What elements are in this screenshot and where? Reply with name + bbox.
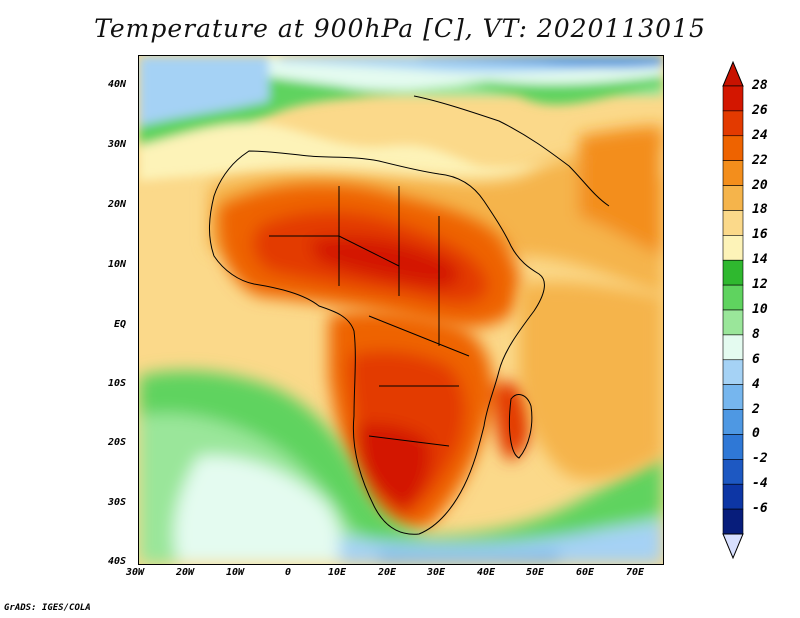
colorbar-swatch: [722, 409, 744, 435]
lat-label-20n: 20N: [108, 199, 127, 210]
sahel-hot-field: [218, 183, 520, 328]
colorbar-swatch: [722, 235, 744, 261]
colorbar-tick-label: 2: [752, 401, 760, 417]
colorbar-tick-label: 14: [752, 252, 768, 268]
lat-label-10s: 10S: [108, 378, 127, 389]
lat-label-40n: 40N: [108, 79, 127, 90]
lon-label-20w: 20W: [176, 567, 195, 578]
lon-label-30w: 30W: [126, 567, 145, 578]
colorbar-tick-label: -2: [752, 451, 768, 467]
colorbar-swatch: [722, 334, 744, 361]
lat-label-30s: 30S: [108, 497, 127, 508]
colorbar-tick-label: 16: [752, 227, 768, 243]
lat-label-40s: 40S: [108, 556, 127, 567]
coastlines: [209, 95, 610, 535]
lon-label-40e: 40E: [477, 567, 496, 578]
colorbar-swatch: [722, 185, 744, 211]
colorbar-tick-label: 12: [752, 277, 768, 293]
colorbar-tick-label: -4: [752, 476, 768, 492]
colorbar-tick-label: 28: [752, 78, 768, 93]
lat-label-10n: 10N: [108, 259, 127, 270]
lat-label-eq: EQ: [114, 319, 127, 330]
colorbar-tick-label: 22: [752, 152, 768, 168]
colorbar-tick-label: 18: [752, 202, 768, 218]
temperature-map: [138, 55, 664, 565]
colorbar-swatch: [722, 110, 744, 137]
colorbar-swatch: [722, 384, 744, 410]
colorbar: [722, 60, 744, 560]
colorbar-tick-label: 24: [752, 127, 768, 143]
lon-label-30e: 30E: [427, 567, 446, 578]
lon-label-70e: 70E: [626, 567, 645, 578]
colorbar-swatch: [722, 434, 744, 460]
colorbar-swatch: [722, 483, 744, 510]
lon-label-60e: 60E: [576, 567, 595, 578]
lon-label-50e: 50E: [526, 567, 545, 578]
colorbar-tick-label: 6: [752, 351, 760, 367]
lat-label-20s: 20S: [108, 437, 127, 448]
colorbar-swatch: [722, 459, 744, 485]
chart-title: Temperature at 900hPa [C], VT: 202011301…: [94, 14, 706, 43]
south-atlantic-cool-field: [139, 370, 663, 564]
lon-label-10w: 10W: [226, 567, 245, 578]
colorbar-tick-label: 4: [752, 376, 760, 392]
credit-text: GrADS: IGES/COLA: [4, 603, 91, 613]
colorbar-tick-label: 26: [752, 102, 768, 118]
colorbar-swatch: [722, 259, 744, 286]
lat-label-30n: 30N: [108, 139, 127, 150]
lon-label-20e: 20E: [378, 567, 397, 578]
colorbar-swatch: [722, 160, 744, 186]
map-canvas: [139, 56, 663, 564]
colorbar-swatch: [722, 508, 744, 535]
lon-label-0: 0: [285, 567, 292, 578]
colorbar-swatch: [722, 85, 744, 112]
colorbar-tick-label: 20: [752, 177, 768, 193]
lon-label-10e: 10E: [328, 567, 347, 578]
colorbar-swatch: [722, 284, 744, 311]
colorbar-top-arrow: [722, 60, 744, 87]
colorbar-swatch: [722, 135, 744, 161]
colorbar-tick-label: 10: [752, 302, 768, 317]
colorbar-swatch: [722, 359, 744, 385]
colorbar-tick-label: 8: [752, 326, 760, 342]
colorbar-tick-label: -6: [752, 501, 768, 517]
colorbar-tick-label: 0: [752, 426, 760, 442]
colorbar-bottom-arrow: [722, 533, 744, 560]
colorbar-swatch: [722, 309, 744, 336]
colorbar-swatch: [722, 210, 744, 236]
indian-ocean-field: [519, 281, 663, 480]
